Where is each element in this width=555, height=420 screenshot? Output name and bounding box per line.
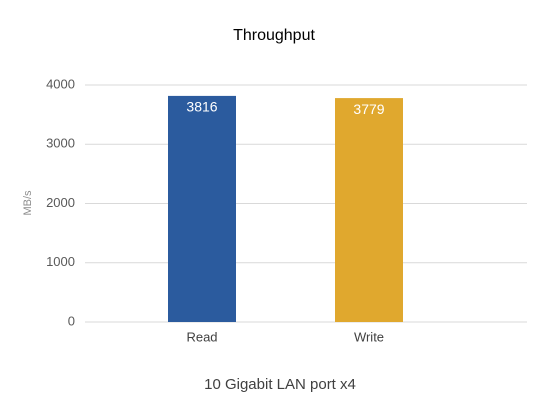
bar [335,98,403,322]
y-tick-label: 3000 [46,136,75,151]
y-tick-label: 2000 [46,195,75,210]
x-tick-label: Write [354,329,384,344]
y-axis-label: MB/s [22,190,34,216]
x-axis-label: 10 Gigabit LAN port x4 [204,376,356,393]
x-tick-label: Read [186,329,217,344]
data-label: 3816 [186,99,217,115]
data-label: 3779 [353,101,384,117]
bar [168,95,236,322]
y-tick-label: 1000 [46,254,75,269]
y-tick-label: 4000 [46,76,75,91]
y-tick-label: 0 [68,313,75,328]
chart-title: Throughput [233,27,315,44]
